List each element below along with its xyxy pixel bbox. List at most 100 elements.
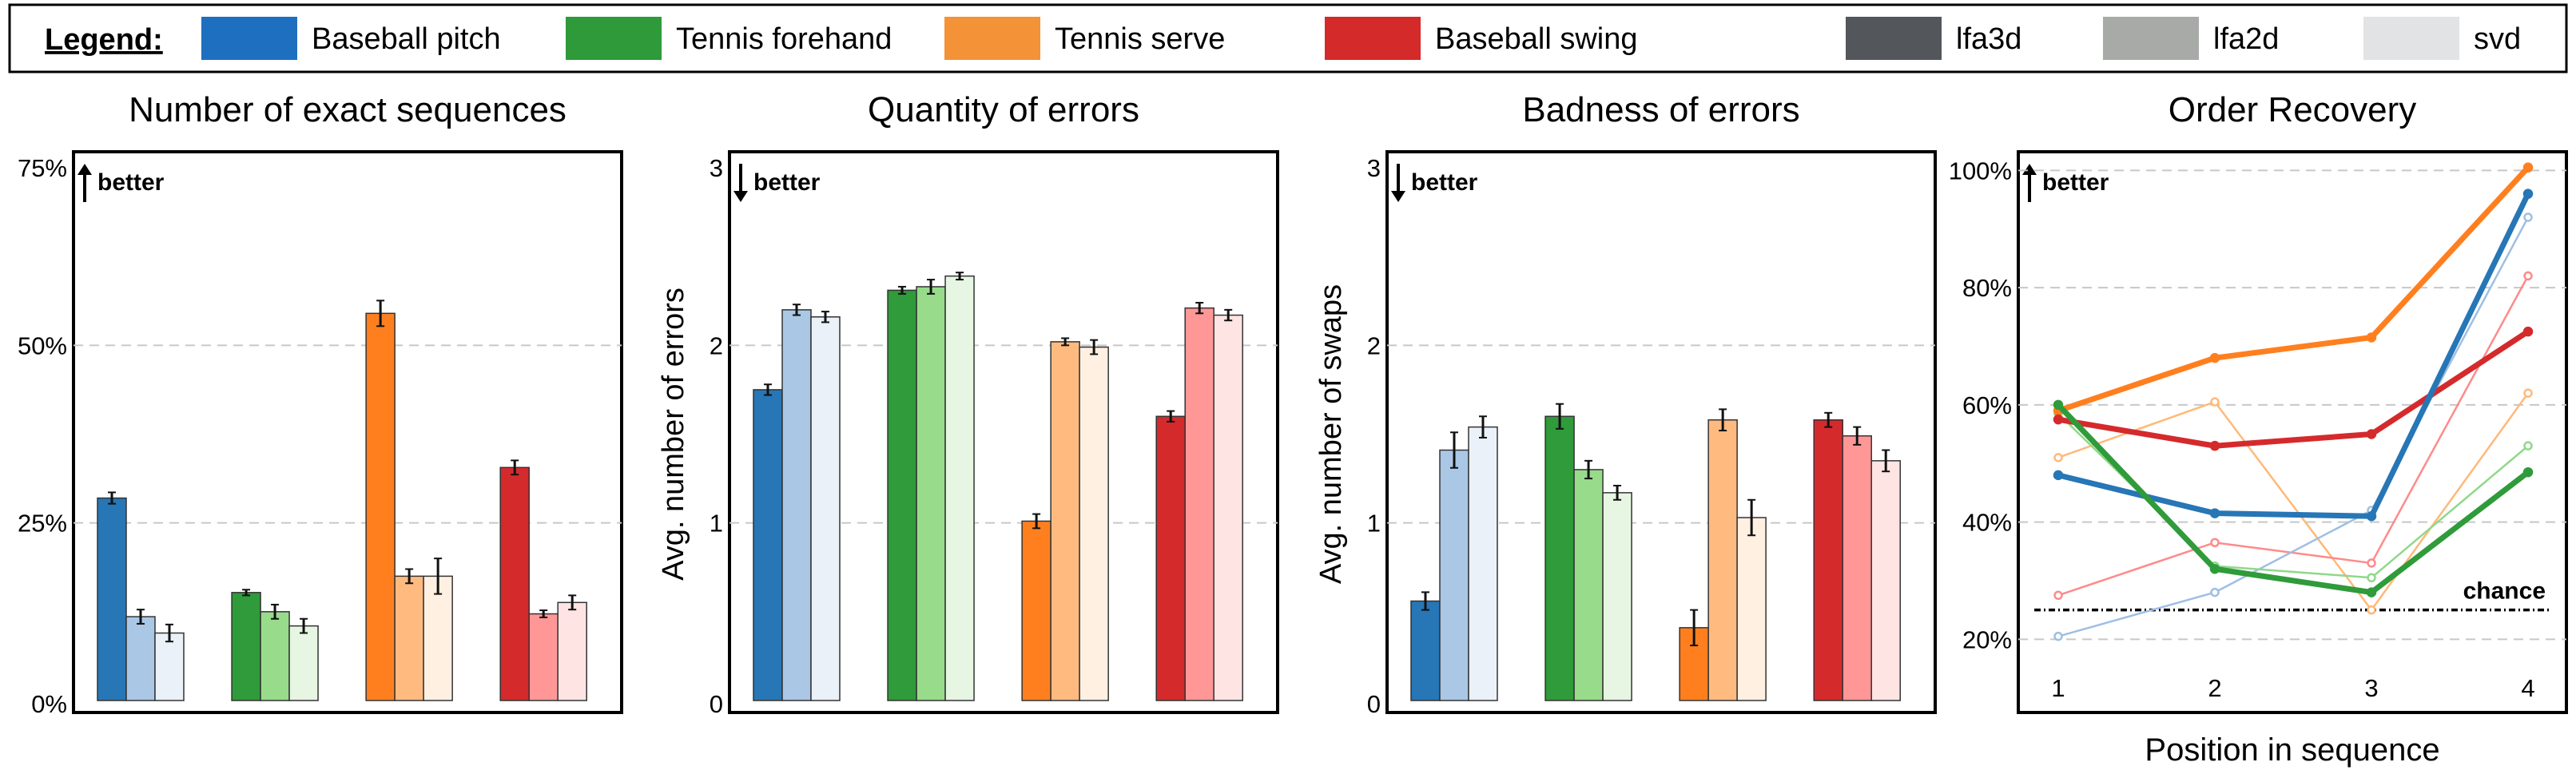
y-tick-label: 2 — [1367, 331, 1381, 359]
series-line-baseball-swing-lfa2d — [2057, 275, 2530, 597]
legend-swatch-svd — [2363, 17, 2459, 60]
bar-tennis-serve-svd — [1736, 517, 1767, 701]
data-point — [2366, 587, 2377, 597]
series-line-baseball-pitch-lfa2d — [2057, 216, 2530, 637]
panel-quantity-of-errors: Quantity of errors better 0 1 2 3 Avg. number … — [657, 90, 1279, 718]
bar-baseball-swing-lfa2d — [1184, 307, 1214, 701]
legend-swatch-baseball-pitch — [201, 17, 297, 60]
data-point — [2522, 326, 2534, 337]
bar-baseball-pitch-svd — [154, 632, 185, 701]
y-tick-label: 0 — [1367, 690, 1381, 718]
arrow-head-icon — [733, 191, 748, 202]
data-point — [2210, 397, 2220, 407]
data-point — [2053, 453, 2063, 462]
y-tick-label: 60% — [1962, 391, 2012, 419]
x-tick-label: 3 — [2364, 674, 2378, 702]
bar-baseball-swing-lfa3d — [499, 466, 530, 701]
plot-frame — [1385, 150, 1937, 714]
bar-baseball-pitch-svd — [810, 316, 841, 701]
bar-baseball-pitch-svd — [1468, 426, 1498, 701]
data-point — [2053, 590, 2063, 601]
y-tick-label: 1 — [1367, 510, 1381, 538]
data-point — [2522, 162, 2534, 173]
bar-tennis-forehand-lfa2d — [1573, 469, 1604, 701]
legend-swatch-tennis-serve — [944, 17, 1040, 60]
y-tick-label: 1 — [710, 510, 723, 538]
panel-order-recovery: Order Recovery better 20% 40% 60% 80% 100% 1 2 3 4… — [1949, 90, 2568, 768]
bar-baseball-swing-lfa3d — [1813, 419, 1843, 701]
legend-swatch-baseball-swing — [1325, 17, 1421, 60]
y-tick-label: 20% — [1962, 625, 2012, 653]
bar-tennis-forehand-svd — [944, 275, 975, 701]
data-point — [2523, 388, 2533, 398]
bar-baseball-swing-svd — [557, 601, 587, 701]
legend-swatch-lfa3d — [1846, 17, 1942, 60]
arrow-head-icon — [78, 164, 92, 175]
arrow-head-icon — [1391, 191, 1405, 202]
data-point — [2522, 466, 2534, 478]
legend-label-baseball-pitch: Baseball pitch — [312, 22, 501, 56]
bar-baseball-pitch-lfa2d — [781, 309, 812, 701]
legend-label-tennis-serve: Tennis serve — [1055, 22, 1225, 56]
data-point — [2053, 470, 2064, 481]
series-line-tennis-serve-lfa3d — [2057, 165, 2530, 414]
better-annotation: better — [753, 169, 821, 196]
series-line-tennis-serve-lfa2d — [2057, 392, 2530, 612]
data-point — [2367, 605, 2376, 615]
data-point — [2209, 564, 2220, 574]
data-point — [2209, 352, 2220, 363]
bar-tennis-forehand-lfa2d — [916, 286, 946, 701]
bar-baseball-swing-svd — [1213, 314, 1243, 701]
bar-tennis-forehand-svd — [1602, 492, 1632, 701]
bar-tennis-serve-lfa2d — [394, 575, 424, 701]
bar-baseball-pitch-lfa3d — [753, 389, 783, 701]
y-tick-label: 100% — [1949, 157, 2012, 185]
legend-label-lfa3d: lfa3d — [1956, 22, 2021, 56]
data-point — [2053, 399, 2064, 411]
data-point — [2053, 631, 2063, 641]
data-point — [2367, 573, 2376, 583]
y-tick-label: 0% — [31, 690, 67, 718]
legend-label-tennis-forehand: Tennis forehand — [676, 22, 892, 56]
x-tick-label: 4 — [2521, 674, 2534, 702]
bar-baseball-swing-lfa2d — [1842, 435, 1872, 701]
bar-baseball-pitch-lfa2d — [1439, 449, 1469, 701]
data-point — [2366, 429, 2377, 439]
y-tick-label: 3 — [1367, 154, 1381, 182]
data-point — [2210, 587, 2220, 597]
bar-tennis-forehand-lfa3d — [887, 289, 917, 701]
legend-label-baseball-swing: Baseball swing — [1435, 22, 1637, 56]
bar-tennis-serve-svd — [1079, 346, 1109, 701]
data-point — [2366, 510, 2377, 522]
panel-title: Badness of errors — [1522, 90, 1799, 129]
series-line-baseball-pitch-lfa3d — [2057, 192, 2531, 519]
panel-badness-of-errors: Badness of errors better 0 1 2 3 Avg. number o… — [1314, 90, 1937, 718]
plot-frame — [728, 150, 1279, 714]
bar-tennis-serve-lfa2d — [1707, 419, 1738, 701]
bar-baseball-swing-lfa2d — [528, 613, 559, 701]
better-annotation: better — [1411, 169, 1478, 196]
bar-baseball-pitch-lfa3d — [97, 497, 127, 701]
y-tick-label: 2 — [710, 331, 723, 359]
y-axis-label: Avg. number of errors — [657, 288, 690, 581]
series-line-tennis-forehand-lfa3d — [2056, 403, 2530, 596]
panel-number-of-exact-sequences: Number of exact sequences better 0% 25% 50% 7… — [18, 90, 623, 718]
y-tick-label: 50% — [18, 331, 67, 359]
y-tick-label: 75% — [18, 154, 67, 182]
legend-title: Legend: — [45, 23, 163, 57]
legend-swatch-lfa2d — [2103, 17, 2199, 60]
data-point — [2209, 508, 2220, 518]
bar-tennis-forehand-lfa3d — [231, 592, 261, 701]
x-tick-label: 1 — [2051, 674, 2065, 702]
data-point — [2367, 558, 2376, 568]
data-point — [2523, 441, 2533, 450]
y-tick-label: 25% — [18, 510, 67, 538]
y-tick-label: 40% — [1962, 509, 2012, 537]
y-tick-label: 0 — [710, 690, 723, 718]
legend-label-svd: svd — [2474, 22, 2521, 56]
chance-label: chance — [2463, 578, 2546, 605]
x-axis-label: Position in sequence — [2145, 732, 2439, 768]
y-tick-label: 3 — [710, 154, 723, 182]
bar-tennis-serve-svd — [423, 575, 453, 701]
